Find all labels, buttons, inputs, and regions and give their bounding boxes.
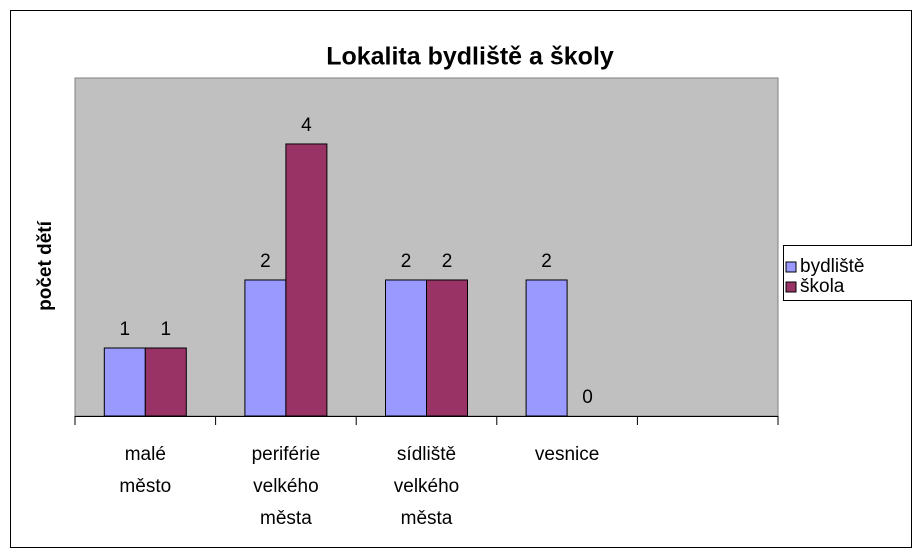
data-label: 2	[442, 251, 453, 272]
data-label: 2	[260, 251, 271, 272]
y-axis-label: počet dětí	[35, 220, 56, 310]
legend-swatch	[785, 261, 797, 273]
bar	[244, 279, 287, 417]
legend-swatch	[785, 281, 797, 293]
bar	[103, 347, 146, 417]
x-tick-label: sídliště velkého města	[394, 444, 460, 529]
x-tick-label: vesnice	[535, 444, 599, 465]
x-tick-label: malé město	[119, 444, 171, 497]
data-label: 0	[582, 387, 593, 408]
bar	[385, 279, 427, 417]
legend-box	[783, 245, 912, 301]
x-tick-label: periférie velkého města	[252, 444, 321, 529]
legend-label: bydliště	[800, 256, 864, 277]
data-label: 1	[120, 319, 131, 340]
bar	[285, 143, 328, 417]
bar	[426, 279, 468, 417]
data-label: 1	[161, 319, 172, 340]
chart-title: Lokalita bydliště a školy	[326, 43, 614, 71]
data-label: 4	[301, 115, 312, 136]
bar	[525, 279, 568, 417]
bar	[144, 347, 187, 417]
data-label: 2	[401, 251, 412, 272]
legend-label: škola	[800, 276, 845, 297]
data-label: 2	[541, 251, 552, 272]
